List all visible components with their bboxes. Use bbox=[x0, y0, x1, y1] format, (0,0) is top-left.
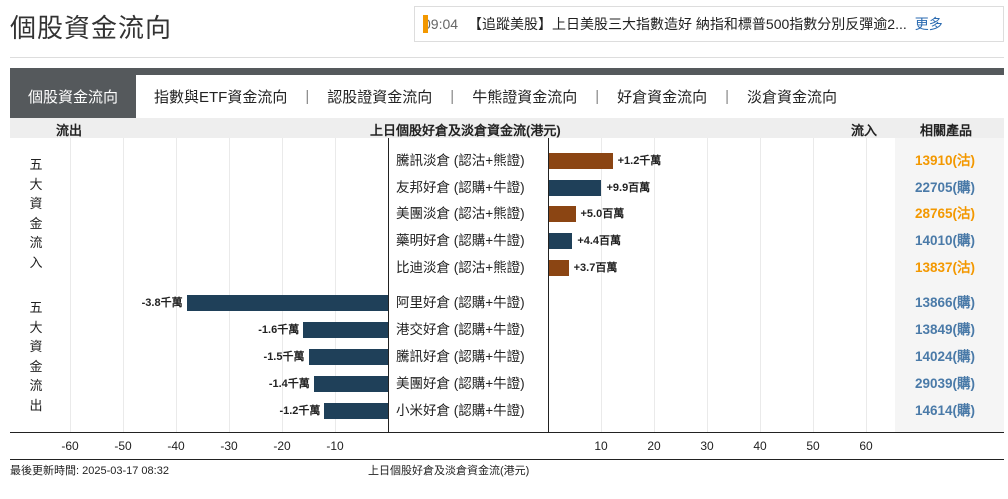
bar-value-label: +3.7百萬 bbox=[573, 262, 618, 274]
gridline bbox=[229, 138, 230, 433]
row-name: 美團淡倉 (認沽+熊證) bbox=[396, 206, 525, 221]
bar-bear bbox=[549, 206, 576, 222]
news-accent-bar bbox=[423, 15, 428, 33]
row-name: 藥明好倉 (認購+牛證) bbox=[396, 233, 525, 248]
outflow-header: 流出 bbox=[56, 123, 83, 138]
tick-label: -30 bbox=[220, 439, 238, 453]
zero-axis bbox=[388, 138, 389, 433]
bar-bull bbox=[324, 403, 388, 419]
tab-0[interactable]: 個股資金流向 bbox=[10, 75, 137, 118]
gridline bbox=[282, 138, 283, 433]
tab-5[interactable]: 淡倉資金流向 bbox=[747, 89, 838, 106]
bar-value-label: +9.9百萬 bbox=[606, 182, 651, 194]
bar-bull bbox=[303, 322, 388, 338]
tab-1[interactable]: 指數與ETF資金流向 bbox=[154, 89, 288, 106]
tab-4[interactable]: 好倉資金流向 bbox=[617, 89, 708, 106]
news-headline[interactable]: 【追蹤美股】上日美股三大指數造好 納指和標普500指數分別反彈逾2... bbox=[468, 16, 907, 32]
chart-header-title: 上日個股好倉及淡倉資金流(港元) bbox=[370, 123, 561, 138]
product-link[interactable]: 14024(購) bbox=[915, 349, 976, 364]
bar-bull bbox=[549, 180, 602, 196]
axis-bottom-line bbox=[10, 459, 1004, 460]
axis-title: 上日個股好倉及淡倉資金流(港元) bbox=[368, 465, 530, 477]
row-name: 友邦好倉 (認購+牛證) bbox=[396, 180, 525, 195]
bar-bear bbox=[549, 260, 569, 276]
bar-bear bbox=[549, 153, 613, 169]
product-link[interactable]: 13837(沽) bbox=[915, 260, 976, 275]
tab-2[interactable]: 認股證資金流向 bbox=[327, 89, 433, 106]
product-link[interactable]: 13866(購) bbox=[915, 295, 976, 310]
bar-value-label: -1.4千萬 bbox=[268, 378, 310, 390]
gridline bbox=[176, 138, 177, 433]
tick-label: 10 bbox=[594, 439, 608, 453]
zero-axis bbox=[548, 138, 549, 433]
row-name: 騰訊淡倉 (認沽+熊證) bbox=[396, 153, 525, 168]
product-link[interactable]: 14010(購) bbox=[915, 233, 976, 248]
tick-label: -40 bbox=[167, 439, 185, 453]
gridline bbox=[760, 138, 761, 433]
row-name: 比迪淡倉 (認沽+熊證) bbox=[396, 260, 525, 275]
tab-separator: | bbox=[305, 88, 310, 105]
news-ticker[interactable]: 09:04 【追蹤美股】上日美股三大指數造好 納指和標普500指數分別反彈逾2.… bbox=[414, 6, 1004, 42]
bar-bull bbox=[313, 376, 388, 392]
tab-separator: | bbox=[450, 88, 455, 105]
tab-bar: 個股資金流向 指數與ETF資金流向 | 認股證資金流向 | 牛熊證資金流向 | 好倉資金流向 |… bbox=[10, 68, 1004, 118]
gridline bbox=[654, 138, 655, 433]
tick-label: -60 bbox=[61, 439, 79, 453]
gridline bbox=[866, 138, 867, 433]
bar-value-label: +5.0百萬 bbox=[580, 208, 625, 220]
tick-label: 30 bbox=[700, 439, 714, 453]
tab-3[interactable]: 牛熊證資金流向 bbox=[472, 89, 578, 106]
tick-label: 50 bbox=[806, 439, 820, 453]
tick-label: 40 bbox=[753, 439, 767, 453]
product-link[interactable]: 13849(購) bbox=[915, 322, 976, 337]
product-link[interactable]: 14614(購) bbox=[915, 403, 976, 418]
products-column bbox=[895, 138, 1004, 433]
products-header: 相關產品 bbox=[920, 123, 973, 138]
news-more-link[interactable]: 更多 bbox=[914, 16, 943, 32]
tick-label: -20 bbox=[273, 439, 291, 453]
bar-bull bbox=[308, 349, 388, 365]
chart-baseline bbox=[10, 432, 1004, 433]
tick-label: -10 bbox=[326, 439, 344, 453]
gridline bbox=[335, 138, 336, 433]
gridline bbox=[70, 138, 71, 433]
tick-label: 20 bbox=[647, 439, 661, 453]
row-name: 港交好倉 (認購+牛證) bbox=[396, 322, 525, 337]
bar-value-label: -1.6千萬 bbox=[258, 324, 300, 336]
bar-value-label: -1.2千萬 bbox=[279, 405, 321, 417]
bar-value-label: +1.2千萬 bbox=[617, 155, 662, 167]
inflow-header: 流入 bbox=[851, 123, 878, 138]
gridline bbox=[813, 138, 814, 433]
divider bbox=[10, 57, 1004, 58]
bar-value-label: -3.8千萬 bbox=[141, 297, 183, 309]
last-updated: 最後更新時間: 2025-03-17 08:32 bbox=[10, 465, 169, 477]
bar-value-label: -1.5千萬 bbox=[263, 351, 305, 363]
tab-separator: | bbox=[725, 88, 730, 105]
page-title: 個股資金流向 bbox=[10, 13, 173, 43]
bar-bull bbox=[549, 233, 573, 249]
table-header: 流出 上日個股好倉及淡倉資金流(港元) 流入 相關產品 bbox=[10, 118, 1004, 138]
row-name: 騰訊好倉 (認購+牛證) bbox=[396, 349, 525, 364]
tick-label: -50 bbox=[114, 439, 132, 453]
row-name: 美團好倉 (認購+牛證) bbox=[396, 376, 525, 391]
product-link[interactable]: 28765(沽) bbox=[915, 206, 976, 221]
bar-value-label: +4.4百萬 bbox=[577, 235, 622, 247]
row-name: 阿里好倉 (認購+牛證) bbox=[396, 295, 525, 310]
gridline bbox=[707, 138, 708, 433]
news-time: 09:04 bbox=[423, 16, 459, 32]
gridline bbox=[123, 138, 124, 433]
product-link[interactable]: 29039(購) bbox=[915, 376, 976, 391]
bar-bull bbox=[186, 295, 388, 311]
tick-label: 60 bbox=[859, 439, 873, 453]
row-name: 小米好倉 (認購+牛證) bbox=[396, 403, 525, 418]
tab-separator: | bbox=[595, 88, 600, 105]
gridline bbox=[601, 138, 602, 433]
side-label-inflow: 五大資金流入 bbox=[29, 157, 43, 270]
product-link[interactable]: 22705(購) bbox=[915, 180, 976, 195]
side-label-outflow: 五大資金流出 bbox=[29, 300, 43, 413]
product-link[interactable]: 13910(沽) bbox=[915, 153, 976, 168]
